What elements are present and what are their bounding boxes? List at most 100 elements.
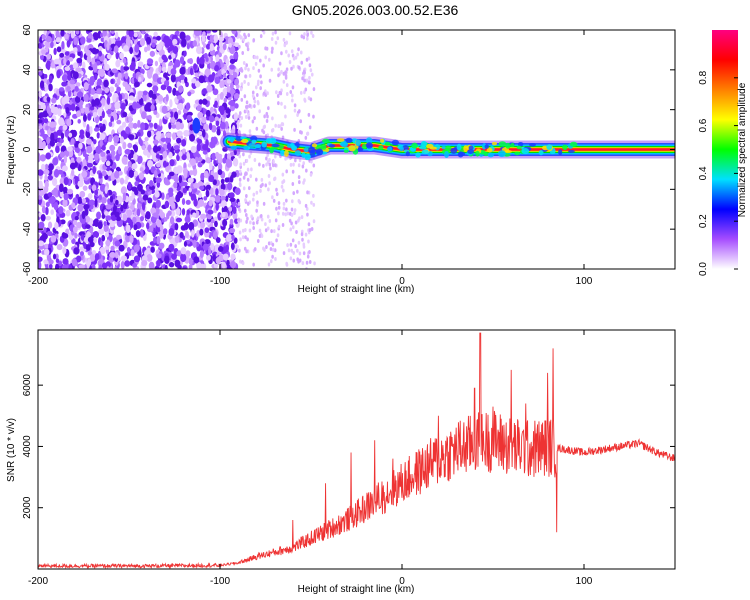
spectral-cell <box>285 262 289 267</box>
spectral-cell <box>182 167 188 176</box>
spectral-cell <box>133 244 140 253</box>
spectral-cell <box>312 193 315 198</box>
spectral-cell <box>221 211 226 218</box>
carrier-blob <box>248 142 256 148</box>
y-tick-label: -60 <box>22 261 33 276</box>
spectral-cell <box>146 253 153 262</box>
spectral-cell <box>244 114 248 119</box>
spectral-cell <box>116 86 121 93</box>
spectral-cell <box>170 238 175 244</box>
spectral-cell <box>38 256 43 262</box>
spectral-cell <box>259 184 263 189</box>
spectral-cell <box>82 158 87 167</box>
spectral-cell <box>215 54 220 62</box>
spectral-cell <box>115 51 120 60</box>
spectral-cell <box>168 151 173 159</box>
spectral-cell <box>170 116 176 123</box>
spectral-cell <box>308 260 312 265</box>
spectral-cell <box>188 264 193 269</box>
spectral-cell <box>114 251 119 259</box>
spectral-cell <box>262 163 265 168</box>
spectral-cell <box>82 114 87 122</box>
spectral-cell <box>205 254 211 261</box>
spectral-cell <box>199 263 206 269</box>
spectral-cell <box>145 36 152 45</box>
spectral-cell <box>206 96 211 101</box>
spectral-cell <box>109 252 116 258</box>
spectral-cell <box>258 234 262 239</box>
spectral-cell <box>277 67 280 72</box>
spectral-cell <box>305 30 309 34</box>
spectral-cell <box>304 135 308 140</box>
spectral-cell <box>255 126 259 131</box>
spectral-cell <box>285 198 288 203</box>
spectral-cell <box>274 163 277 168</box>
spectral-cell <box>75 147 80 154</box>
spectral-cell <box>141 202 146 211</box>
spectral-cell <box>193 256 200 264</box>
carrier-blob <box>467 149 475 154</box>
spectral-cell <box>83 264 88 269</box>
spectral-cell <box>142 149 149 156</box>
spectral-cell <box>251 93 255 98</box>
spectral-cell <box>53 47 57 56</box>
spectral-cell <box>166 112 171 118</box>
spectral-cell <box>55 30 60 39</box>
spectral-cell <box>219 107 225 116</box>
spectral-cell <box>193 198 198 207</box>
spectral-cell <box>250 214 253 219</box>
spectral-cell <box>154 60 159 67</box>
spectral-cell <box>137 94 142 100</box>
spectral-cell <box>254 61 258 66</box>
spectral-cell <box>308 80 311 85</box>
spectral-cell <box>93 127 100 132</box>
spectral-cell <box>241 51 245 56</box>
spectral-cell <box>179 56 185 64</box>
spectral-cell <box>211 30 218 33</box>
spectral-cell <box>266 91 269 96</box>
spectral-cell <box>244 66 247 71</box>
spectral-cell <box>50 104 56 114</box>
spectral-cell <box>306 212 309 217</box>
spectral-cell <box>246 201 250 206</box>
spectral-cell <box>207 209 214 215</box>
spectral-cell <box>259 58 262 63</box>
carrier-blob <box>365 142 373 149</box>
spectral-cell <box>159 230 164 239</box>
spectral-cell <box>264 222 267 227</box>
spectral-cell <box>120 204 124 212</box>
spectral-cell <box>109 144 116 152</box>
spectral-cell <box>246 167 250 172</box>
spectral-cell <box>38 119 43 124</box>
spectral-cell <box>194 80 201 88</box>
spectral-cell <box>94 152 100 161</box>
spectral-cell <box>186 43 190 50</box>
spectral-cell <box>179 122 184 130</box>
spectral-cell <box>46 105 51 114</box>
spectral-cell <box>296 189 299 194</box>
spectral-cell <box>262 63 265 68</box>
spectral-cell <box>172 87 177 96</box>
spectral-cell <box>246 177 250 182</box>
spectral-cell <box>203 52 208 59</box>
spectral-cell <box>60 132 65 140</box>
spectral-cell <box>228 101 234 106</box>
spectral-cell <box>290 66 293 71</box>
spectral-cell <box>305 206 309 211</box>
spectral-cell <box>227 37 234 46</box>
spectral-cell <box>74 95 81 104</box>
spectral-cell <box>53 58 60 65</box>
spectral-cell <box>142 145 146 150</box>
spectral-cell <box>304 203 308 208</box>
spectral-cell <box>45 44 49 53</box>
spectral-cell <box>98 45 103 51</box>
spectral-cell <box>150 246 155 253</box>
spectral-cell <box>175 217 183 223</box>
spectral-cell <box>99 177 103 184</box>
spectral-cell <box>92 111 98 118</box>
spectral-cell <box>77 180 84 188</box>
spectral-cell <box>230 253 236 261</box>
spectral-cell <box>158 50 164 56</box>
snr-panel: -200 -100 0 100 2000 4000 6000 Height of stra… <box>6 329 676 595</box>
spectral-cell <box>46 96 51 102</box>
